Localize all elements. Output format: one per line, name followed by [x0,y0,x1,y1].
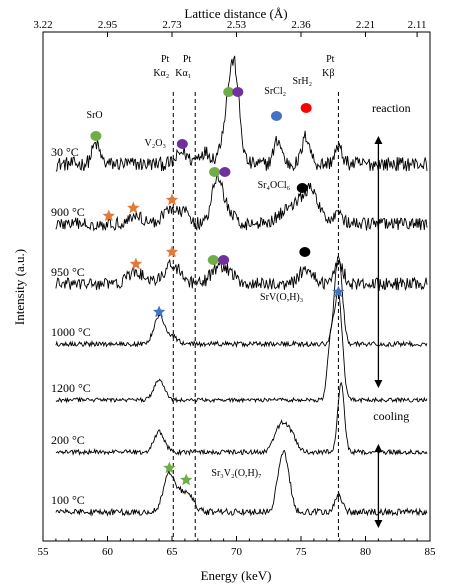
phase-dot-marker [176,139,188,149]
reference-line-label-bottom: Kβ [322,68,334,79]
phase-star-marker [129,257,143,270]
arrow-head-up [374,444,383,452]
phase-dot-marker [296,183,308,193]
reference-line-label-bottom: Kα₁ [175,68,191,79]
temperature-label: 900 °C [51,205,85,219]
phase-star-marker [165,193,179,206]
spectra [55,55,428,517]
x-tick-label: 55 [38,546,50,558]
phase-star-marker [163,461,176,474]
temperature-label: 100 °C [51,493,85,507]
arrow-head-up [374,136,383,144]
phase-label: Sr₃V₂(O,H)₇ [211,468,261,479]
x-axis-title: Energy (keV) [201,568,272,583]
top-tick-label: 2.21 [356,19,375,31]
phase-dot-marker [270,111,282,121]
temperature-labels: 30 °C 900 °C 950 °C 1000 °C 1200 °C 200 °C 100… [51,145,91,507]
top-tick-label: 2.53 [227,19,247,31]
reference-line-label-bottom: Kα₂ [153,68,169,79]
phase-annotations: SrO V₂O₃ SrCl₂ SrH₂ Sr₄OCl₆ SrV(O,H)₃ Sr₃V₂(O,… [87,76,411,479]
x-tick-label: 75 [296,546,308,558]
phase-label: SrO [87,110,103,121]
top-tick-label: 3.22 [33,19,52,31]
phase-star-marker [127,201,140,214]
process-label: cooling [373,409,409,423]
phase-dot-marker [90,131,102,141]
phase-dot-marker [218,255,230,265]
temperature-label: 1200 °C [51,381,91,395]
phase-dot-marker [299,247,311,257]
top-tick-label: 2.95 [98,19,118,31]
arrow-head-down [374,520,383,528]
phase-label: SrV(O,H)₃ [260,292,303,303]
bottom-axis-ticks: 55 60 65 70 75 80 85 [38,536,437,558]
spectrum-trace [55,449,428,517]
temperature-label: 1000 °C [51,325,91,339]
phase-label: V₂O₃ [145,138,166,149]
temperature-label: 30 °C [51,145,79,159]
top-axis-title: Lattice distance (Å) [184,6,287,21]
phase-label: SrCl₂ [264,86,286,97]
spectrum-trace [55,290,428,404]
phase-dot-marker [219,167,231,177]
reference-line-label-top: Pt [183,54,192,65]
x-tick-label: 60 [102,546,114,558]
spectrum-trace [55,171,428,232]
phase-label: SrH₂ [292,76,312,87]
top-tick-label: 2.73 [162,19,182,31]
phase-dot-marker [232,87,244,97]
spectrum-trace [55,259,428,292]
top-tick-label: 2.36 [291,19,311,31]
spectrum-trace [55,381,428,456]
phase-label: Sr₄OCl₆ [258,180,291,191]
phase-star-marker [102,209,115,222]
phase-star-marker [152,305,166,318]
phase-dot-marker [209,167,221,177]
phase-dot-marker [207,255,219,265]
x-tick-label: 85 [425,546,437,558]
x-tick-label: 80 [360,546,372,558]
phase-star-marker [332,285,345,298]
top-axis-ticks: 3.22 2.95 2.73 2.53 2.36 2.21 2.11 [33,19,427,37]
spectrum-trace [55,255,428,348]
peak-markers [90,87,345,486]
y-axis-title: Intensity (a.u.) [12,249,27,325]
phase-dot-marker [223,87,235,97]
process-label: reaction [372,101,411,115]
x-tick-label: 65 [167,546,179,558]
phase-star-marker [165,245,179,258]
temperature-label: 950 °C [51,265,85,279]
spectrum-trace [55,55,428,172]
temperature-label: 200 °C [51,433,85,447]
phase-dot-marker [300,103,312,113]
phase-star-marker [180,473,193,486]
reference-line-label-top: Pt [161,54,170,65]
top-tick-label: 2.11 [408,19,427,31]
reference-line-label-top: Pt [326,54,335,65]
x-tick-label: 70 [231,546,243,558]
phase-arrows [374,136,383,528]
arrow-head-down [374,380,383,388]
